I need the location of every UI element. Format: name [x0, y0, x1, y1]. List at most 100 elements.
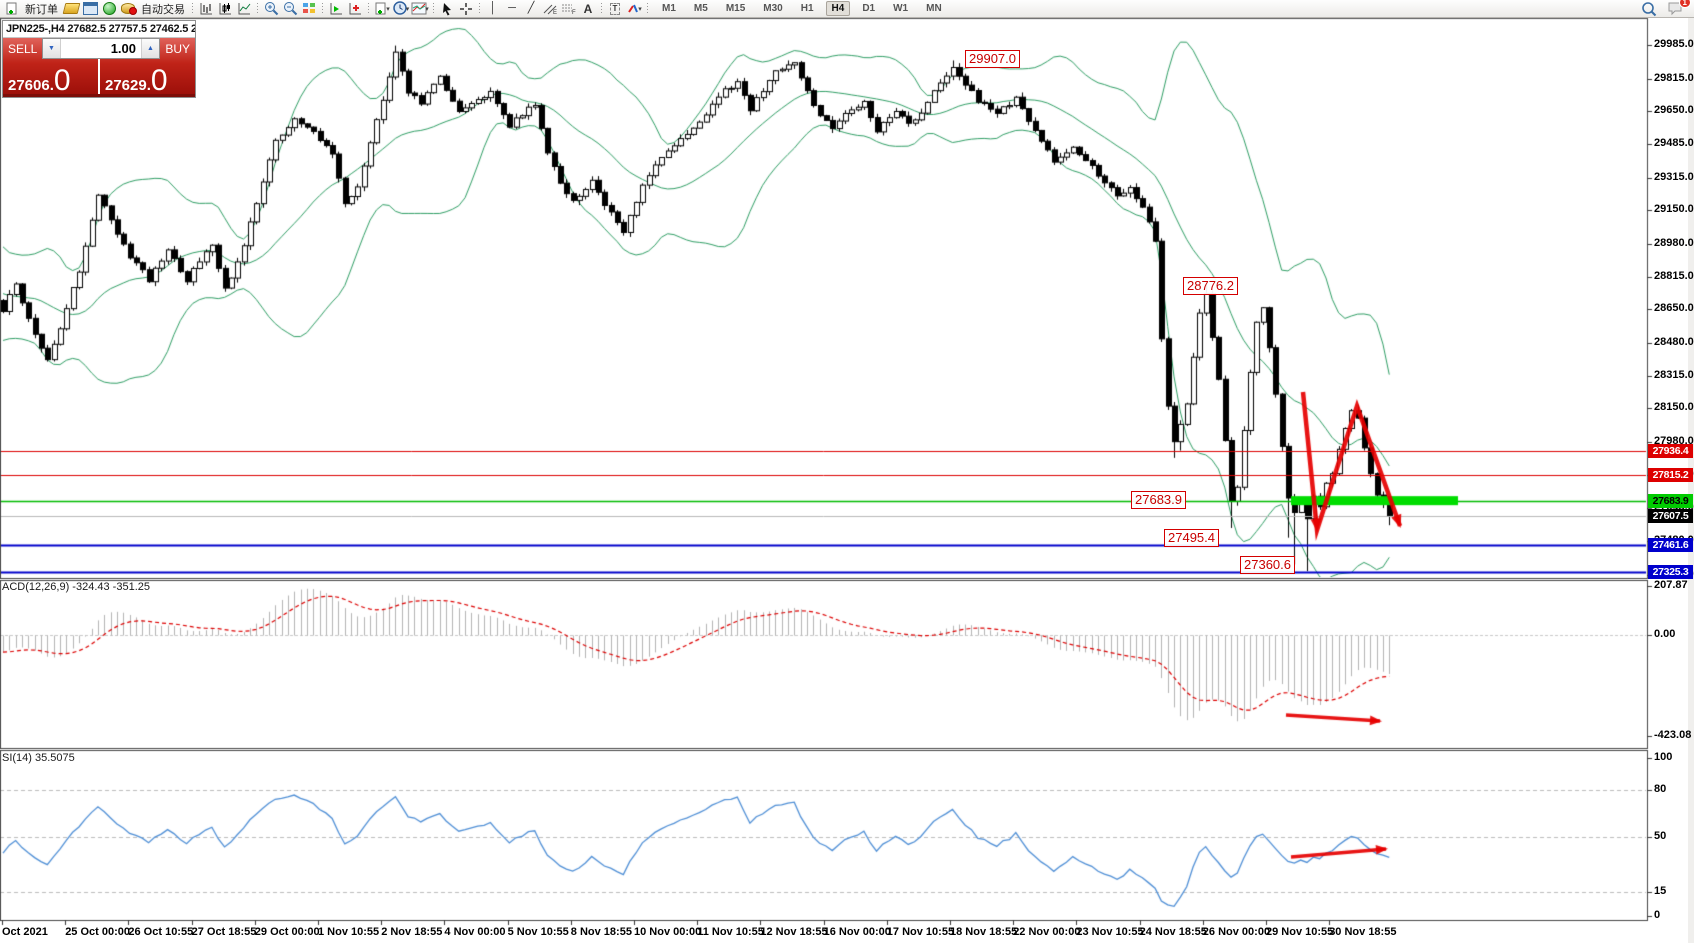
signal-icon[interactable] [100, 1, 118, 17]
timeframe-m1[interactable]: M1 [662, 3, 676, 14]
time-label: 26 Nov 00:00 [1202, 926, 1271, 938]
rsi-tick-label: 15 [1654, 885, 1667, 898]
time-label: 25 Oct 00:00 [65, 926, 131, 938]
sell-label: SELL [8, 42, 38, 56]
chart-shift-icon[interactable] [346, 1, 364, 17]
time-label: 4 Nov 00:00 [444, 926, 506, 938]
time-label: Oct 2021 [2, 926, 48, 938]
arrows-objects-icon[interactable]: ▾ [625, 1, 643, 17]
zoom-in-icon[interactable] [262, 1, 280, 17]
timeframe-bar: M1 M5 M15 M30 H1 H4 D1 W1 MN [656, 1, 948, 16]
time-label: 17 Nov 10:55 [886, 926, 955, 938]
vertical-line-icon[interactable]: │ [489, 2, 497, 14]
horizontal-line-icon[interactable]: ─ [508, 2, 516, 14]
time-label: 11 Nov 10:55 [697, 926, 764, 938]
price-callout[interactable]: 27360.6 [1240, 556, 1295, 574]
indicators-icon[interactable]: ▾ [373, 1, 391, 17]
price-tick-label: 29315.0 [1654, 170, 1694, 183]
price-badge: 27683.9 [1648, 493, 1693, 508]
timeframe-mn[interactable]: MN [926, 3, 942, 14]
svg-text:F: F [572, 10, 576, 15]
macd-label: ACD(12,26,9) -324.43 -351.25 [2, 581, 150, 593]
autotrade-icon[interactable] [119, 1, 137, 17]
time-label: 1 Nov 10:55 [318, 926, 380, 938]
periods-clock-icon[interactable]: ▾ [392, 1, 410, 17]
time-label: 27 Oct 18:55 [191, 926, 257, 938]
auto-scroll-icon[interactable] [327, 1, 345, 17]
price-callout[interactable]: 27495.4 [1164, 529, 1219, 547]
time-label: 26 Oct 10:55 [128, 926, 194, 938]
buy-price: 27629. 0 [105, 64, 168, 97]
rsi-tick-label: 0 [1654, 909, 1661, 921]
rsi-label: SI(14) 35.5075 [2, 752, 75, 764]
timeframe-h4[interactable]: H4 [825, 1, 851, 16]
price-callout[interactable]: 29907.0 [965, 50, 1020, 68]
timeframe-w1[interactable]: W1 [893, 3, 909, 14]
sell-price: 27606. 0 [8, 64, 71, 97]
time-label: 8 Nov 18:55 [570, 926, 632, 938]
toolbar-separator [476, 1, 483, 16]
volume-value[interactable]: 1.00 [110, 41, 136, 56]
crosshair-icon[interactable] [457, 1, 475, 17]
price-tick-label: 29815.0 [1654, 71, 1694, 84]
cursor-icon[interactable] [438, 1, 456, 17]
text-label-icon[interactable]: T [606, 1, 624, 17]
chat-icon[interactable]: 1 [1666, 0, 1691, 17]
volume-decrease-button[interactable]: ▼ [43, 39, 61, 58]
price-tick-label: 29485.0 [1654, 137, 1694, 149]
time-label: 2 Nov 18:55 [381, 926, 443, 938]
market-window-icon[interactable] [81, 1, 99, 17]
macd-tick-label: 207.87 [1654, 578, 1688, 591]
fibonacci-icon[interactable]: F [560, 1, 578, 17]
price-tick-label: 28150.0 [1654, 401, 1694, 414]
time-label: 16 Nov 00:00 [823, 926, 891, 938]
zoom-out-icon[interactable] [281, 1, 299, 17]
timeframe-m30[interactable]: M30 [763, 3, 783, 14]
time-label: 24 Nov 18:55 [1139, 926, 1207, 938]
toolbar-separator [254, 1, 261, 16]
price-tick-label: 28480.0 [1654, 336, 1694, 349]
price-tick-label: 28650.0 [1654, 302, 1694, 315]
price-badge: 27936.4 [1648, 443, 1693, 458]
timeframe-m5[interactable]: M5 [693, 3, 708, 14]
timeframe-h1[interactable]: H1 [800, 3, 814, 14]
price-tick-label: 28815.0 [1654, 269, 1694, 282]
charts-tile-icon[interactable] [62, 1, 80, 17]
toolbar-separator [319, 1, 326, 16]
bar-chart-icon[interactable] [197, 1, 215, 17]
toolbar-separator [430, 1, 437, 16]
price-callout[interactable]: 28776.2 [1183, 277, 1238, 295]
new-order-icon[interactable] [3, 1, 21, 17]
toolbar-separator [598, 1, 605, 16]
time-label: 10 Nov 00:00 [634, 926, 702, 938]
autotrade-label[interactable]: 自动交易 [141, 3, 185, 16]
price-badge: 27815.2 [1648, 467, 1693, 482]
toolbar-separator [644, 1, 651, 16]
price-tick-label: 28980.0 [1654, 237, 1694, 249]
volume-increase-button[interactable]: ▲ [141, 39, 159, 58]
candlestick-chart-icon[interactable] [216, 1, 234, 17]
trendline-icon[interactable]: ╱ [527, 2, 535, 14]
price-tick-label: 29985.0 [1654, 38, 1694, 50]
time-label: 29 Oct 00:00 [254, 926, 320, 938]
search-icon[interactable] [1640, 1, 1658, 17]
rsi-tick-label: 80 [1654, 782, 1667, 795]
text-icon[interactable]: A [583, 1, 593, 16]
new-order-label[interactable]: 新订单 [25, 3, 58, 16]
one-click-trading-panel: JPN225-,H4 27682.5 27757.5 27462.5 27607… [2, 20, 196, 98]
channel-icon[interactable]: E [541, 1, 559, 17]
tile-windows-icon[interactable] [300, 1, 318, 17]
timeframe-d1[interactable]: D1 [862, 3, 876, 14]
buy-label: BUY [165, 42, 190, 56]
line-chart-icon[interactable] [235, 1, 253, 17]
price-callout[interactable]: 27683.9 [1131, 491, 1186, 509]
price-badge: 27461.6 [1648, 537, 1693, 552]
time-label: 12 Nov 18:55 [760, 926, 828, 938]
price-tick-label: 29150.0 [1654, 203, 1694, 216]
timeframe-m15[interactable]: M15 [725, 3, 746, 14]
toolbar-separator [365, 1, 372, 16]
templates-icon[interactable]: ▾ [411, 1, 429, 17]
time-label: 23 Nov 10:55 [1076, 926, 1144, 938]
